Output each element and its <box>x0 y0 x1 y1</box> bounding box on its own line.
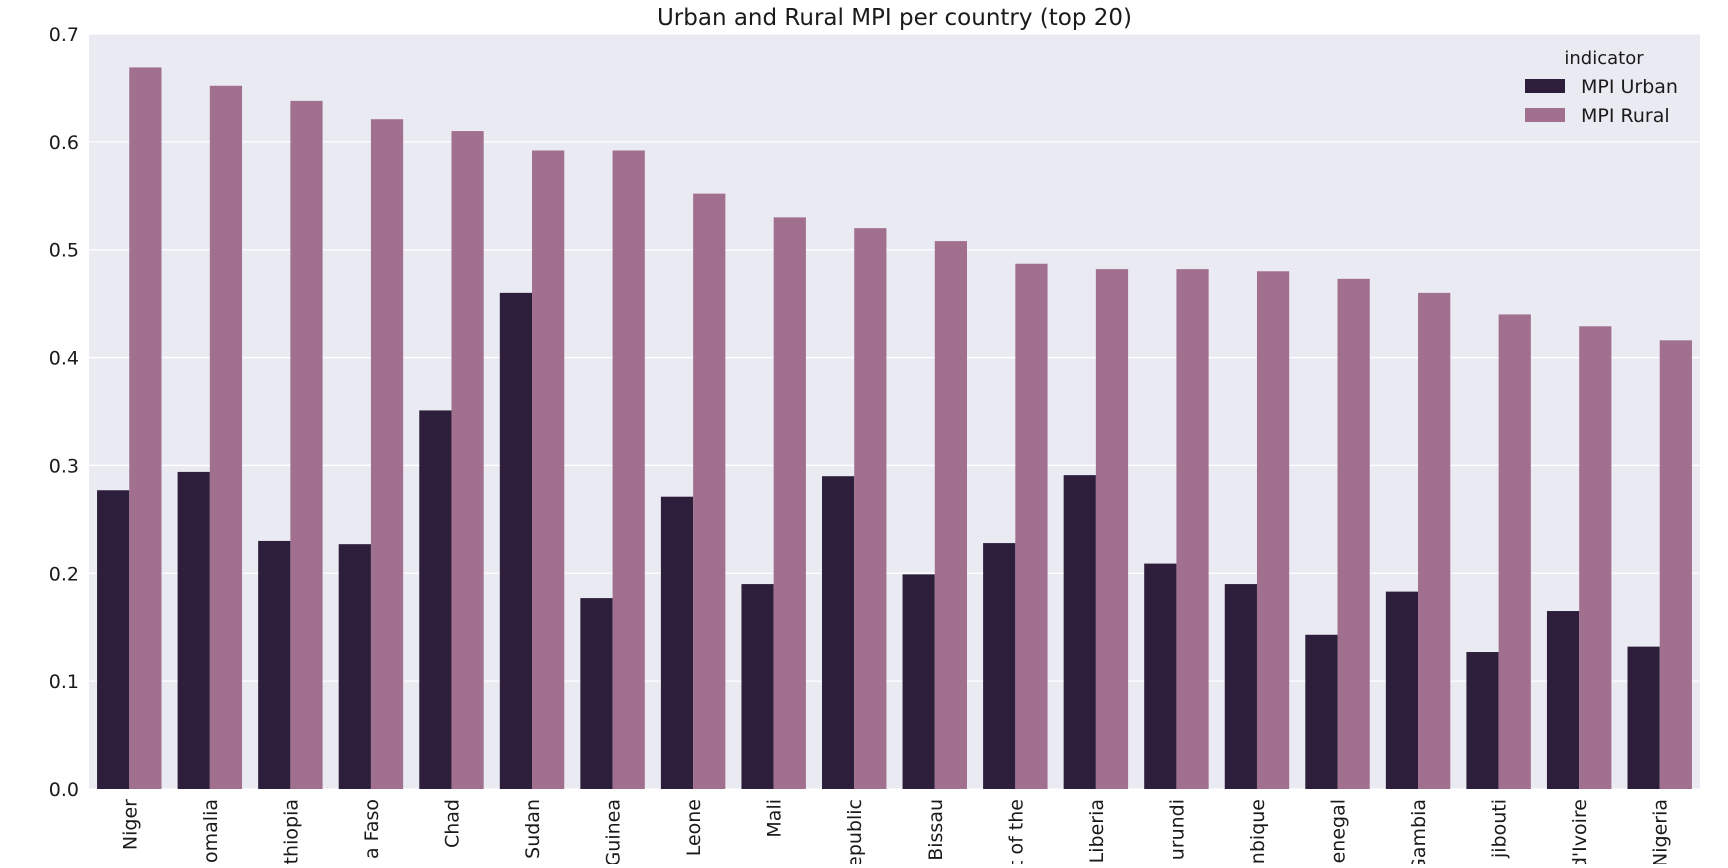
y-tick-label: 0.1 <box>49 671 79 693</box>
y-tick-label: 0.4 <box>49 348 79 370</box>
bar <box>1224 584 1257 789</box>
x-axis-category-labels: Niger omalia thiopia a Faso Chad Sudan Guinea L… <box>119 799 1672 868</box>
bar <box>741 584 774 789</box>
legend: indicator MPI Urban MPI Rural <box>1525 48 1678 127</box>
x-tick-label: Sudan <box>522 799 544 859</box>
bar <box>693 193 726 790</box>
x-tick-label: Mali <box>764 799 786 838</box>
bar <box>1579 326 1612 789</box>
bar <box>773 217 806 789</box>
legend-swatch <box>1525 79 1565 93</box>
bar <box>612 150 645 789</box>
x-tick-label: Liberia <box>1086 799 1108 863</box>
legend-label: MPI Rural <box>1581 105 1670 127</box>
bar <box>177 471 210 789</box>
x-tick-label: Bissau <box>925 799 947 861</box>
series-0 <box>97 292 1660 789</box>
series-1 <box>129 67 1692 790</box>
x-tick-label: Nigeria <box>1650 799 1672 864</box>
x-tick-label: thiopia <box>280 799 302 864</box>
bar <box>499 292 533 789</box>
y-axis-ticks: 0.0 0.1 0.2 0.3 0.4 0.5 0.6 0.7 <box>49 24 79 801</box>
plot-area <box>89 34 1700 789</box>
bar <box>1305 634 1338 789</box>
x-tick-label: Guinea <box>603 799 625 864</box>
y-tick-label: 0.0 <box>49 779 79 801</box>
bar <box>902 574 935 789</box>
bar <box>854 228 887 790</box>
bar <box>1466 652 1499 789</box>
x-tick-label: t of the <box>1005 799 1027 864</box>
chart-title: Urban and Rural MPI per country (top 20) <box>657 5 1132 31</box>
y-tick-label: 0.2 <box>49 563 79 585</box>
bar <box>1063 475 1096 789</box>
bar <box>129 67 162 789</box>
bar <box>1015 263 1048 789</box>
bar <box>1418 292 1451 789</box>
bar <box>338 544 371 789</box>
y-tick-label: 0.6 <box>49 132 79 154</box>
bar <box>97 490 130 789</box>
bar <box>532 150 565 789</box>
bar <box>1627 646 1660 789</box>
bar <box>1498 314 1531 789</box>
x-tick-label: enegal <box>1328 799 1350 863</box>
bar <box>419 410 452 789</box>
y-tick-label: 0.3 <box>49 455 79 477</box>
bar <box>1176 269 1209 790</box>
y-tick-label: 0.7 <box>49 24 79 46</box>
x-tick-label: Niger <box>119 799 141 850</box>
x-tick-label: Leone <box>683 799 705 856</box>
x-tick-label: nbique <box>1247 799 1269 864</box>
x-tick-label: Gambia <box>1408 799 1430 864</box>
legend-swatch <box>1525 108 1565 122</box>
bar <box>370 119 404 789</box>
bar <box>1095 269 1129 790</box>
x-tick-label: d'Ivoire <box>1569 799 1591 864</box>
bar <box>934 241 967 790</box>
bar <box>1659 340 1692 789</box>
x-tick-label: urundi <box>1166 799 1188 860</box>
bar <box>451 131 484 790</box>
bar <box>983 543 1016 789</box>
bar <box>209 85 243 790</box>
bar <box>822 476 855 789</box>
bar <box>580 598 613 789</box>
bar <box>660 496 694 789</box>
legend-label: MPI Urban <box>1581 76 1678 98</box>
y-tick-label: 0.5 <box>49 240 79 262</box>
legend-title: indicator <box>1564 48 1644 69</box>
bar <box>290 100 323 789</box>
x-tick-label: a Faso <box>361 799 383 859</box>
x-tick-label: Chad <box>441 799 463 848</box>
bar <box>258 540 291 789</box>
x-tick-label: epublic <box>844 799 866 864</box>
bar <box>1546 611 1580 789</box>
bars <box>97 67 1692 790</box>
bar <box>1385 591 1419 789</box>
x-tick-label: jibouti <box>1489 799 1511 859</box>
x-tick-label: omalia <box>200 799 222 863</box>
bar <box>1337 278 1370 789</box>
bar <box>1144 563 1177 789</box>
bar <box>1256 271 1290 789</box>
